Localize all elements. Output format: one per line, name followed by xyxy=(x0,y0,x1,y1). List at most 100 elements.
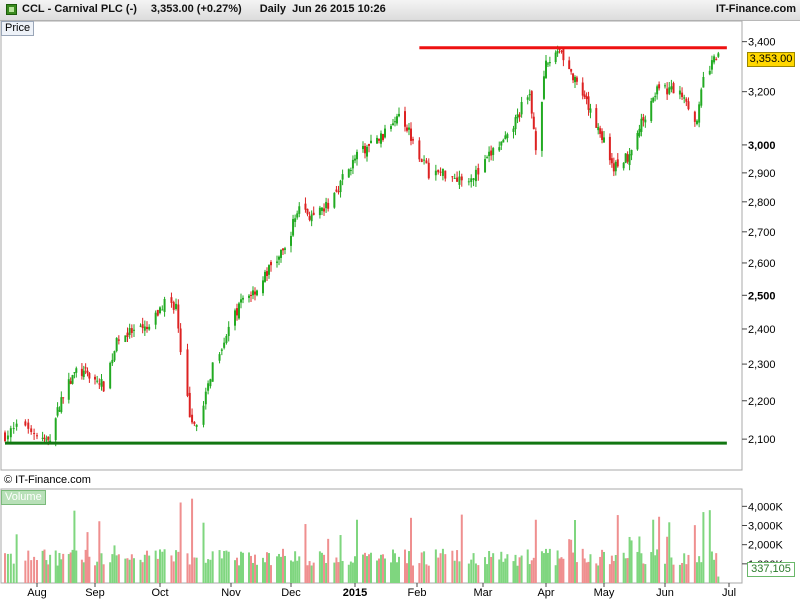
candle-body xyxy=(378,138,380,141)
volume-bar xyxy=(378,558,380,583)
volume-bar xyxy=(597,565,600,583)
volume-bar xyxy=(80,559,83,583)
candle-body xyxy=(294,218,297,222)
candle-body xyxy=(437,169,440,173)
candle-body xyxy=(574,76,576,83)
candle-body xyxy=(209,379,212,387)
candle-body xyxy=(266,271,268,276)
candle-body xyxy=(341,174,344,180)
candle-body xyxy=(644,119,647,123)
volume-bar xyxy=(546,552,549,583)
volume-bar xyxy=(102,564,105,583)
volume-bar xyxy=(195,557,198,583)
volume-bar xyxy=(337,562,340,583)
candle-body xyxy=(268,265,270,275)
volume-bar xyxy=(512,561,515,583)
volume-bar xyxy=(668,522,671,583)
time-tick-label: May xyxy=(594,587,615,599)
candle-body xyxy=(514,117,517,130)
volume-bar xyxy=(191,498,194,583)
time-tick-label: 2015 xyxy=(343,587,367,599)
volume-bar xyxy=(492,553,495,583)
volume-bar xyxy=(362,554,364,583)
volume-bar xyxy=(364,552,366,583)
candle-body xyxy=(568,60,571,70)
candle-body xyxy=(670,86,673,90)
candle-body xyxy=(380,133,382,144)
volume-bar xyxy=(498,559,501,583)
candle-body xyxy=(73,372,76,374)
candle-body xyxy=(292,218,295,236)
candle-body xyxy=(280,249,282,258)
volume-bar xyxy=(71,549,74,583)
candle-body xyxy=(113,351,116,361)
candle-body xyxy=(470,178,473,183)
candle-body xyxy=(75,368,78,373)
candle-body xyxy=(223,342,226,348)
candle-body xyxy=(368,143,370,146)
candle-body xyxy=(58,410,61,412)
volume-tick-label: 2,000K xyxy=(748,540,784,552)
time-tick-label: Jul xyxy=(722,587,736,599)
candle-body xyxy=(614,162,617,172)
volume-bar xyxy=(170,555,173,583)
candle-body xyxy=(146,326,148,330)
volume-bar xyxy=(693,525,696,583)
candle-body xyxy=(572,73,575,81)
volume-bar xyxy=(666,536,669,583)
candle-body xyxy=(398,113,400,117)
candle-body xyxy=(412,139,414,141)
volume-bar xyxy=(318,551,321,583)
candle-body xyxy=(439,171,442,173)
candle-body xyxy=(698,104,701,123)
candle-body xyxy=(193,421,196,424)
volume-bar xyxy=(209,559,212,583)
volume-bar xyxy=(420,552,423,583)
candle-body xyxy=(512,128,515,132)
price-change: 3,353.00 (+0.27%) xyxy=(150,3,242,15)
price-tick-label: 2,400 xyxy=(748,324,776,336)
candle-body xyxy=(394,121,396,123)
candle-body xyxy=(177,304,180,329)
candle-body xyxy=(130,328,133,333)
candle-body xyxy=(530,91,533,114)
volume-bar xyxy=(339,535,342,583)
candle-body xyxy=(364,146,366,154)
volume-bar xyxy=(69,552,72,583)
candle-body xyxy=(80,368,83,376)
volume-bar xyxy=(130,554,133,583)
volume-bar xyxy=(9,553,12,583)
candle-body xyxy=(612,163,615,172)
candle-body xyxy=(687,101,690,110)
candle-body xyxy=(207,383,210,391)
candle-body xyxy=(62,397,65,399)
candle-body xyxy=(320,207,323,211)
candle-body xyxy=(252,290,254,296)
volume-bar xyxy=(574,520,576,583)
volume-bar xyxy=(248,552,250,583)
price-tick-label: 2,300 xyxy=(748,359,776,371)
price-tick-label: 2,600 xyxy=(748,258,776,270)
volume-bar xyxy=(41,550,44,583)
candle-body xyxy=(175,303,178,310)
candle-body xyxy=(710,60,713,70)
candle-body xyxy=(312,212,315,215)
volume-bar xyxy=(608,564,611,583)
candle-body xyxy=(148,326,151,330)
volume-bar xyxy=(520,555,523,583)
volume-bar xyxy=(349,561,352,583)
price-tick-label: 3,200 xyxy=(748,87,776,99)
volume-bar xyxy=(179,502,182,583)
candle-body xyxy=(86,370,89,373)
candle-body xyxy=(117,339,120,341)
volume-bar xyxy=(161,551,164,583)
volume-bar xyxy=(143,554,146,583)
volume-bar xyxy=(642,563,645,583)
candle-body xyxy=(506,134,509,139)
candle-body xyxy=(504,135,507,140)
candle-body xyxy=(681,92,684,97)
volume-bar xyxy=(562,558,565,583)
volume-bar xyxy=(177,551,180,583)
candle-body xyxy=(354,158,356,161)
volume-bar xyxy=(280,556,282,583)
